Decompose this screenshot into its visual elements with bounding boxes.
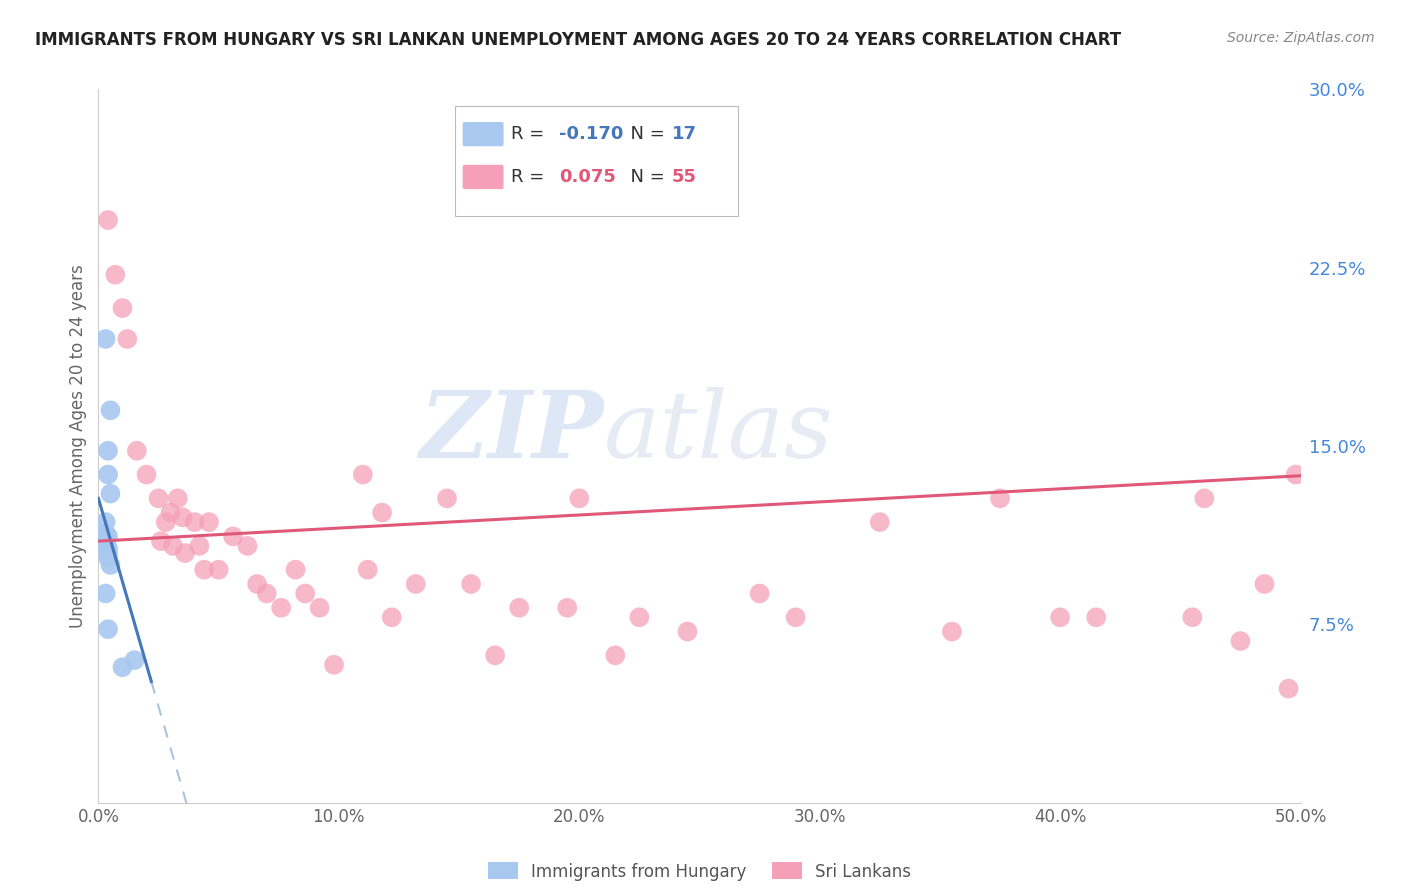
- Point: [785, 610, 807, 624]
- Point: [97, 467, 120, 482]
- Point: [352, 467, 374, 482]
- Point: [100, 558, 122, 572]
- FancyBboxPatch shape: [463, 122, 503, 146]
- Point: [676, 624, 699, 639]
- Point: [1277, 681, 1299, 696]
- Y-axis label: Unemployment Among Ages 20 to 24 years: Unemployment Among Ages 20 to 24 years: [69, 264, 87, 628]
- Point: [460, 577, 482, 591]
- Point: [124, 653, 146, 667]
- Text: R =: R =: [510, 125, 550, 143]
- Point: [97, 529, 120, 543]
- Point: [628, 610, 651, 624]
- Point: [381, 610, 404, 624]
- Point: [94, 515, 117, 529]
- Point: [97, 541, 120, 556]
- Point: [104, 268, 127, 282]
- Point: [555, 600, 578, 615]
- Point: [198, 515, 221, 529]
- FancyBboxPatch shape: [456, 105, 738, 216]
- Text: -0.170: -0.170: [558, 125, 623, 143]
- Point: [135, 467, 157, 482]
- Point: [405, 577, 427, 591]
- Point: [941, 624, 963, 639]
- Point: [100, 403, 122, 417]
- Point: [149, 534, 172, 549]
- Point: [1085, 610, 1108, 624]
- Point: [1049, 610, 1071, 624]
- Text: N =: N =: [619, 168, 671, 186]
- Point: [111, 301, 134, 315]
- Point: [148, 491, 170, 506]
- Text: N =: N =: [619, 125, 671, 143]
- Text: IMMIGRANTS FROM HUNGARY VS SRI LANKAN UNEMPLOYMENT AMONG AGES 20 TO 24 YEARS COR: IMMIGRANTS FROM HUNGARY VS SRI LANKAN UN…: [35, 31, 1121, 49]
- Point: [748, 586, 770, 600]
- Point: [1181, 610, 1204, 624]
- Point: [94, 534, 117, 549]
- Point: [436, 491, 458, 506]
- Point: [159, 506, 181, 520]
- Point: [1194, 491, 1216, 506]
- Text: atlas: atlas: [603, 387, 832, 476]
- Point: [508, 600, 530, 615]
- Legend: Immigrants from Hungary, Sri Lankans: Immigrants from Hungary, Sri Lankans: [481, 855, 918, 888]
- Point: [869, 515, 891, 529]
- Point: [605, 648, 627, 663]
- Point: [484, 648, 506, 663]
- Point: [208, 563, 231, 577]
- Point: [97, 443, 120, 458]
- Point: [97, 546, 120, 560]
- Point: [97, 550, 120, 565]
- Point: [1253, 577, 1275, 591]
- Point: [188, 539, 211, 553]
- Point: [193, 563, 215, 577]
- Point: [94, 527, 117, 541]
- Point: [270, 600, 292, 615]
- Point: [100, 486, 122, 500]
- Text: 55: 55: [672, 168, 697, 186]
- Point: [1229, 634, 1251, 648]
- Point: [155, 515, 177, 529]
- Text: R =: R =: [510, 168, 550, 186]
- Point: [166, 491, 188, 506]
- Point: [174, 546, 197, 560]
- Point: [246, 577, 269, 591]
- Point: [256, 586, 278, 600]
- Text: Source: ZipAtlas.com: Source: ZipAtlas.com: [1227, 31, 1375, 45]
- Point: [125, 443, 148, 458]
- Point: [323, 657, 346, 672]
- Point: [568, 491, 591, 506]
- Point: [97, 213, 120, 227]
- Point: [172, 510, 194, 524]
- Point: [94, 332, 117, 346]
- Point: [988, 491, 1011, 506]
- Text: 0.075: 0.075: [558, 168, 616, 186]
- Point: [308, 600, 330, 615]
- Point: [222, 529, 245, 543]
- Point: [357, 563, 380, 577]
- Text: 17: 17: [672, 125, 697, 143]
- FancyBboxPatch shape: [463, 165, 503, 189]
- Point: [111, 660, 134, 674]
- Point: [294, 586, 316, 600]
- Point: [236, 539, 259, 553]
- Point: [284, 563, 307, 577]
- Point: [117, 332, 139, 346]
- Text: ZIP: ZIP: [419, 387, 603, 476]
- Point: [1285, 467, 1308, 482]
- Point: [162, 539, 184, 553]
- Point: [183, 515, 205, 529]
- Point: [371, 506, 394, 520]
- Point: [94, 586, 117, 600]
- Point: [97, 622, 120, 636]
